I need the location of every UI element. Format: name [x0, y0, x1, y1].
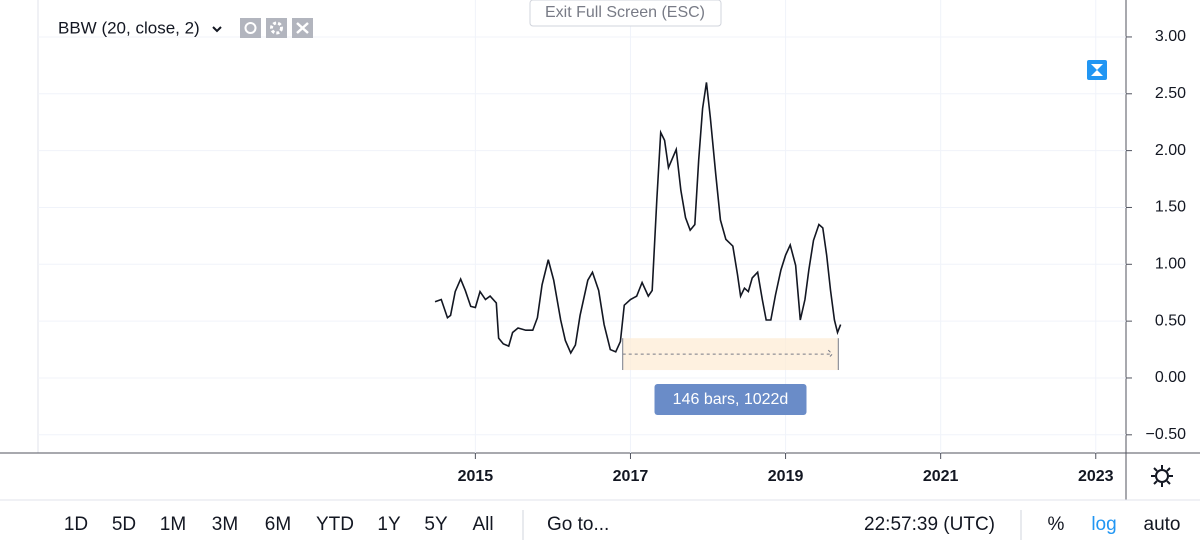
- period-button[interactable]: 5D: [112, 514, 136, 535]
- date-range-arrow: [622, 349, 834, 359]
- y-tick-label: 2.50: [1155, 85, 1186, 102]
- y-tick-label: 3.00: [1155, 28, 1186, 45]
- period-button[interactable]: 1Y: [377, 514, 401, 535]
- eye-icon: [244, 22, 257, 34]
- y-tick-label: 1.50: [1155, 199, 1186, 216]
- x-tick-label: 2023: [1078, 468, 1114, 485]
- y-tick-label: 0.50: [1155, 312, 1186, 329]
- x-tick-label: 2021: [923, 468, 959, 485]
- period-button[interactable]: All: [472, 514, 493, 535]
- settings-button[interactable]: [266, 18, 287, 38]
- x-tick-label: 2017: [613, 468, 649, 485]
- gear-icon: [270, 21, 283, 35]
- y-tick-label: 1.00: [1155, 256, 1186, 273]
- date-range-label-box: [654, 384, 807, 415]
- x-tick-label: 2015: [458, 468, 494, 485]
- period-button[interactable]: 6M: [265, 514, 291, 535]
- axis-settings-rays: [1151, 465, 1173, 487]
- period-button[interactable]: 5Y: [424, 514, 448, 535]
- eye-button[interactable]: [240, 18, 261, 38]
- exit-fullscreen-label: Exit Full Screen (ESC): [545, 4, 705, 21]
- y-tick-label: 0.00: [1155, 369, 1186, 386]
- date-range: [622, 338, 839, 371]
- legend-arrow[interactable]: [212, 26, 222, 33]
- clock: 22:57:39 (UTC): [864, 514, 995, 535]
- scroll-icon: [1091, 64, 1103, 76]
- scale-option[interactable]: %: [1048, 514, 1065, 535]
- period-button[interactable]: YTD: [316, 514, 354, 535]
- bbw-line: [434, 82, 842, 355]
- axis-settings-icon[interactable]: [1155, 469, 1169, 483]
- exit-fullscreen-button[interactable]: [529, 0, 722, 27]
- scale-option[interactable]: log: [1091, 514, 1116, 535]
- scale-option[interactable]: auto: [1144, 514, 1181, 535]
- period-button[interactable]: 1M: [160, 514, 186, 535]
- period-button[interactable]: 3M: [212, 514, 238, 535]
- indicator-legend[interactable]: BBW (20, close, 2): [58, 18, 200, 37]
- date-range-label: 146 bars, 1022d: [673, 391, 789, 408]
- period-button[interactable]: 1D: [64, 514, 88, 535]
- y-tick-label: −0.50: [1146, 426, 1187, 443]
- x-tick-label: 2019: [768, 468, 804, 485]
- goto-button[interactable]: Go to...: [547, 514, 609, 535]
- y-tick-label: 2.00: [1155, 142, 1186, 159]
- remove-icon: [296, 22, 309, 34]
